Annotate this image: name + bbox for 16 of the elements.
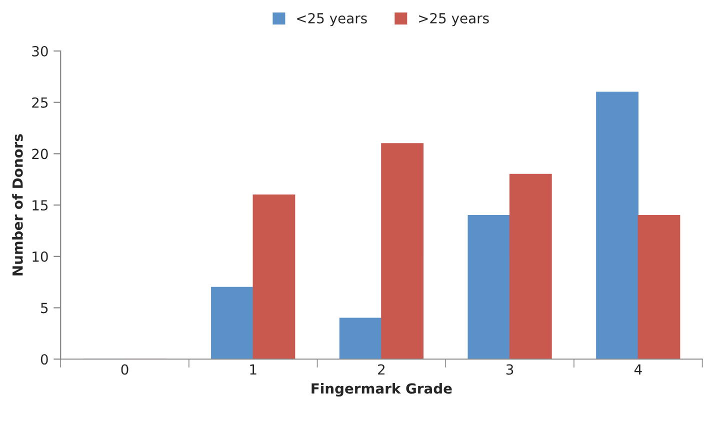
y-tick-label: 15 (32, 200, 48, 211)
y-tick-label: 10 (32, 251, 48, 262)
y-tick-label: 30 (32, 46, 48, 56)
y-tick-label: 0 (40, 354, 48, 365)
y-tick-label: 25 (32, 97, 48, 108)
x-tick-label: 1 (250, 364, 256, 375)
x-tick-label: 2 (378, 364, 384, 375)
x-tick-label: 0 (121, 364, 128, 375)
legend-label: >25 years (419, 12, 489, 26)
y-tick-label: 5 (41, 302, 48, 314)
x-tick-label: 4 (634, 364, 642, 375)
x-tick-label: 3 (506, 364, 514, 375)
y-axis-title: Number of Donors (12, 134, 23, 276)
x-axis-title: Fingermark Grade (312, 382, 452, 397)
legend-label: <25 years (297, 12, 367, 26)
y-tick-label: 20 (32, 148, 48, 160)
